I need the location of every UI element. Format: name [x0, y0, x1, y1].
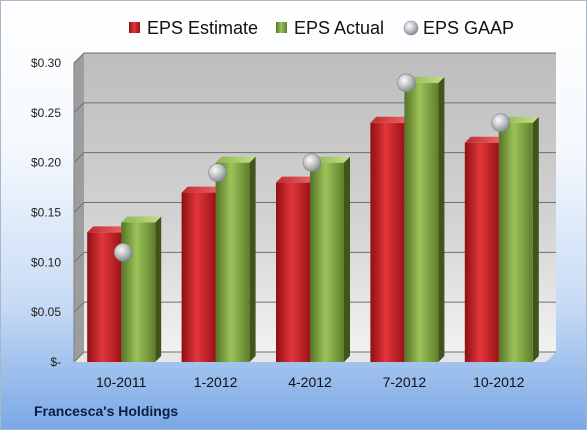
bar-eps-estimate-top: [181, 186, 222, 193]
y-tick-label: $0.25: [31, 106, 61, 120]
legend-label-eps-actual: EPS Actual: [294, 18, 384, 38]
bar-eps-estimate-top: [87, 226, 128, 233]
y-tick-label: $0.20: [31, 156, 61, 170]
bar-eps-actual-top: [215, 156, 256, 163]
gaap-marker: [113, 243, 133, 262]
bar-eps-actual: [404, 82, 439, 362]
bar-eps-estimate-top: [464, 136, 505, 143]
y-tick-label: $0.05: [31, 305, 61, 319]
gaap-marker: [302, 153, 322, 172]
x-tick-label: 1-2012: [194, 374, 238, 390]
bar-eps-actual: [498, 122, 533, 362]
company-name: Francesca's Holdings: [34, 403, 179, 419]
y-tick-label: $0.15: [31, 206, 61, 220]
legend-swatch-eps-actual: [276, 22, 287, 33]
y-tick-label: $0.10: [31, 255, 61, 269]
bar-eps-actual: [310, 162, 344, 362]
bar-eps-actual-side: [438, 76, 445, 362]
gaap-marker: [208, 163, 227, 182]
gaap-marker: [491, 113, 511, 133]
x-tick-label: 10-2012: [473, 374, 525, 390]
bar-eps-actual: [121, 222, 156, 362]
gridline: [73, 52, 556, 64]
bar-eps-actual-side: [155, 216, 162, 362]
bar-eps-actual-top: [121, 216, 162, 223]
x-tick-label: 10-2011: [96, 374, 147, 390]
legend-label-eps-gaap: EPS GAAP: [423, 18, 514, 38]
bar-eps-estimate-top: [276, 176, 316, 183]
bar-eps-actual: [215, 162, 250, 362]
y-tick-label: $-: [50, 355, 61, 369]
legend-label-eps-estimate: EPS Estimate: [147, 18, 258, 38]
x-tick-label: 7-2012: [383, 374, 427, 390]
bar-eps-estimate: [370, 122, 405, 362]
bar-eps-actual-side: [249, 156, 256, 362]
bar-eps-estimate: [276, 182, 310, 362]
y-tick-label: $0.30: [31, 56, 61, 70]
bar-eps-actual-side: [532, 116, 539, 362]
bar-eps-estimate: [464, 142, 499, 362]
bar-eps-actual-side: [344, 156, 350, 362]
bar-eps-estimate: [181, 192, 216, 362]
legend-swatch-eps-estimate: [129, 22, 140, 33]
legend-swatch-eps-gaap: [403, 20, 419, 36]
x-tick-label: 4-2012: [288, 374, 332, 390]
bar-eps-estimate-top: [370, 116, 411, 123]
gridline: [73, 102, 556, 114]
gaap-marker: [397, 73, 416, 93]
